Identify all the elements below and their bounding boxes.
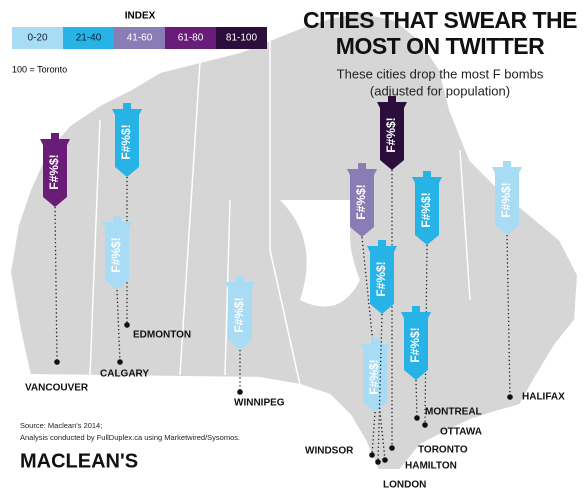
bomb-label: F#%$! xyxy=(384,117,398,152)
bomb: F#%$! xyxy=(112,103,142,177)
city-dot xyxy=(507,394,513,400)
bomb: F#%$! xyxy=(102,216,132,290)
brand: MACLEAN'S xyxy=(20,450,138,472)
bomb-label: F#%$! xyxy=(354,184,368,219)
bomb-body xyxy=(377,96,407,170)
legend-label: 0-20 xyxy=(27,33,47,44)
bomb-label: F#%$! xyxy=(119,124,133,159)
city-dot xyxy=(389,445,395,451)
bomb-body xyxy=(401,306,431,380)
bomb: F#%$! xyxy=(360,338,390,412)
legend-note: 100 = Toronto xyxy=(12,64,67,74)
city-dot xyxy=(422,422,428,428)
bomb-body xyxy=(347,163,377,237)
subtitle-line: These cities drop the most F bombs xyxy=(337,66,544,81)
legend-swatch xyxy=(216,27,267,49)
leader-line xyxy=(377,313,383,463)
bomb: F#%$! xyxy=(367,240,397,314)
subtitle-line: (adjusted for population) xyxy=(370,83,510,98)
city-label: WINNIPEG xyxy=(234,398,285,409)
legend-label: 41-60 xyxy=(127,33,153,44)
city-label: MONTREAL xyxy=(425,407,482,418)
bomb: F#%$! xyxy=(412,171,442,245)
bomb: F#%$! xyxy=(225,276,255,350)
city-dot xyxy=(124,322,130,328)
leader-line xyxy=(371,411,376,456)
leader-line xyxy=(116,289,121,363)
hudson-bay xyxy=(280,200,360,307)
city-label: CALGARY xyxy=(100,369,149,380)
city-label: HALIFAX xyxy=(522,392,565,403)
bomb: F#%$! xyxy=(401,306,431,380)
city-label: WINDSOR xyxy=(305,446,354,457)
city-label: EDMONTON xyxy=(133,330,191,341)
city-label: HAMILTON xyxy=(405,461,457,472)
city-dot xyxy=(414,415,420,421)
city-dot xyxy=(237,389,243,395)
bomb-label: F#%$! xyxy=(232,297,246,332)
bomb: F#%$! xyxy=(377,96,407,170)
bomb-label: F#%$! xyxy=(499,182,513,217)
city-dot xyxy=(375,459,381,465)
bomb-body xyxy=(112,103,142,177)
title-line: MOST ON TWITTER xyxy=(336,33,545,59)
leader-line xyxy=(415,379,418,419)
source-line: Analysis conducted by FullDuplex.ca usin… xyxy=(20,433,240,442)
city-dot xyxy=(54,359,60,365)
city-dot xyxy=(117,359,123,365)
legend-label: 21-40 xyxy=(76,33,102,44)
bomb-body xyxy=(40,133,70,207)
city-label: VANCOUVER xyxy=(25,383,89,394)
bomb-label: F#%$! xyxy=(109,237,123,272)
bomb: F#%$! xyxy=(492,161,522,235)
bomb-body xyxy=(492,161,522,235)
legend-label: 61-80 xyxy=(178,33,204,44)
bomb-body xyxy=(225,276,255,350)
bomb-label: F#%$! xyxy=(374,261,388,296)
title-line: CITIES THAT SWEAR THE xyxy=(303,7,577,33)
bomb-label: F#%$! xyxy=(408,327,422,362)
legend-title: INDEX xyxy=(125,11,156,22)
bomb-body xyxy=(102,216,132,290)
bomb-label: F#%$! xyxy=(367,359,381,394)
canada-land xyxy=(8,10,580,471)
city-label: TORONTO xyxy=(418,445,468,456)
city-dot xyxy=(382,457,388,463)
leader-line xyxy=(54,206,58,363)
bomb: F#%$! xyxy=(40,133,70,207)
legend-swatch xyxy=(165,27,216,49)
province-borders xyxy=(89,40,471,386)
map xyxy=(8,10,580,471)
city-label: LONDON xyxy=(383,480,426,491)
bomb-body xyxy=(412,171,442,245)
bomb-label: F#%$! xyxy=(419,192,433,227)
legend-swatch xyxy=(12,27,63,49)
legend-label: 81-100 xyxy=(226,33,258,44)
source-line: Source: Maclean's 2014; xyxy=(20,421,102,430)
city-label: OTTAWA xyxy=(440,427,482,438)
bomb-label: F#%$! xyxy=(47,154,61,189)
legend-swatch xyxy=(114,27,165,49)
bomb-body xyxy=(360,338,390,412)
bomb: F#%$! xyxy=(347,163,377,237)
city-dot xyxy=(369,452,375,458)
legend-swatch xyxy=(63,27,114,49)
bomb-body xyxy=(367,240,397,314)
